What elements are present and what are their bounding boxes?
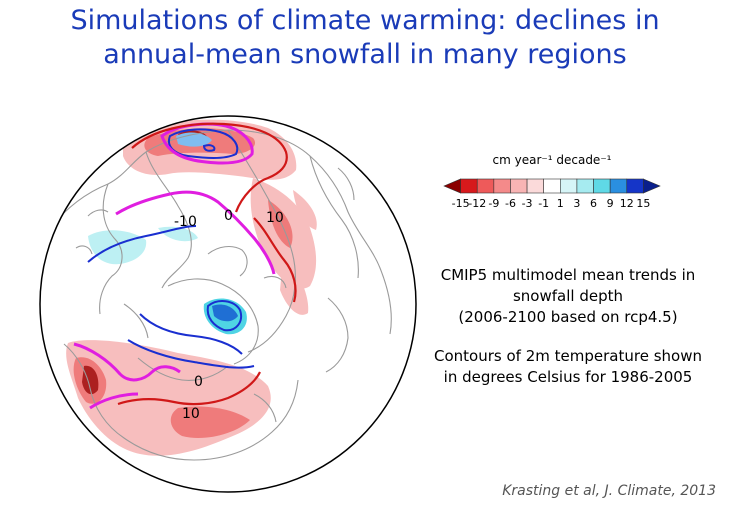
contour-blue bbox=[87, 128, 255, 369]
colorbar-swatch bbox=[460, 178, 478, 194]
colorbar: cm year⁻¹ decade⁻¹ -15 -12 -9 -6 -3 -1 1 3 6 9 12 1… bbox=[436, 153, 668, 223]
colorbar-tick-label: 1 bbox=[557, 197, 564, 210]
colorbar-graphic: -15-12 -9 -6 -3 -1 1 3 6 9 12 15 bbox=[443, 178, 661, 210]
contour-label-minus10: -10 bbox=[174, 214, 197, 230]
contour-label-zero-north: 0 bbox=[224, 208, 233, 224]
colorbar-tick-label: -6 bbox=[505, 197, 516, 210]
slide-title: Simulations of climate warming: declines… bbox=[0, 4, 730, 72]
colorbar-swatch bbox=[593, 178, 611, 194]
description: CMIP5 multimodel mean trends in snowfall… bbox=[418, 265, 718, 388]
colorbar-tick-label: 9 bbox=[607, 197, 614, 210]
colorbar-tick-label: -9 bbox=[488, 197, 499, 210]
colorbar-swatch bbox=[560, 178, 578, 194]
citation: Krasting et al, J. Climate, 2013 bbox=[502, 483, 716, 499]
colorbar-tick-label: 6 bbox=[590, 197, 597, 210]
description-line: Contours of 2m temperature shown bbox=[434, 347, 702, 365]
title-line-1: Simulations of climate warming: declines… bbox=[70, 5, 660, 36]
polar-snowfall-map: -10 0 10 0 10 bbox=[39, 115, 417, 493]
colorbar-swatch bbox=[443, 178, 461, 194]
description-line: CMIP5 multimodel mean trends in bbox=[440, 266, 696, 284]
contour-label-ten-north: 10 bbox=[266, 210, 284, 226]
title-line-2: annual-mean snowfall in many regions bbox=[103, 39, 627, 70]
colorbar-title: cm year⁻¹ decade⁻¹ bbox=[492, 153, 612, 167]
colorbar-swatch bbox=[609, 178, 628, 194]
description-line: in degrees Celsius for 1986-2005 bbox=[443, 368, 693, 386]
colorbar-swatch bbox=[493, 178, 511, 194]
colorbar-tick-label: -12 bbox=[468, 197, 486, 210]
colorbar-tick-label: 3 bbox=[573, 197, 580, 210]
colorbar-tick-label: -1 bbox=[538, 197, 549, 210]
colorbar-swatch bbox=[643, 178, 661, 194]
colorbar-swatch bbox=[576, 178, 594, 194]
colorbar-swatch bbox=[510, 178, 528, 194]
colorbar-swatch bbox=[543, 178, 561, 194]
map-boundary-circle bbox=[39, 115, 417, 493]
contour-label-zero-south: 0 bbox=[194, 374, 203, 390]
colorbar-tick-label: 15 bbox=[636, 197, 650, 210]
contour-red bbox=[117, 122, 297, 406]
colorbar-swatch bbox=[626, 178, 644, 194]
description-line: (2006-2100 based on rcp4.5) bbox=[458, 308, 678, 326]
description-line: snowfall depth bbox=[512, 287, 623, 305]
colorbar-tick-label: -3 bbox=[522, 197, 533, 210]
colorbar-swatch bbox=[526, 178, 544, 194]
colorbar-tick-label: 12 bbox=[620, 197, 634, 210]
colorbar-swatch bbox=[476, 178, 495, 194]
contour-label-ten-south: 10 bbox=[182, 406, 200, 422]
colorbar-tick-label: -15 bbox=[452, 197, 470, 210]
